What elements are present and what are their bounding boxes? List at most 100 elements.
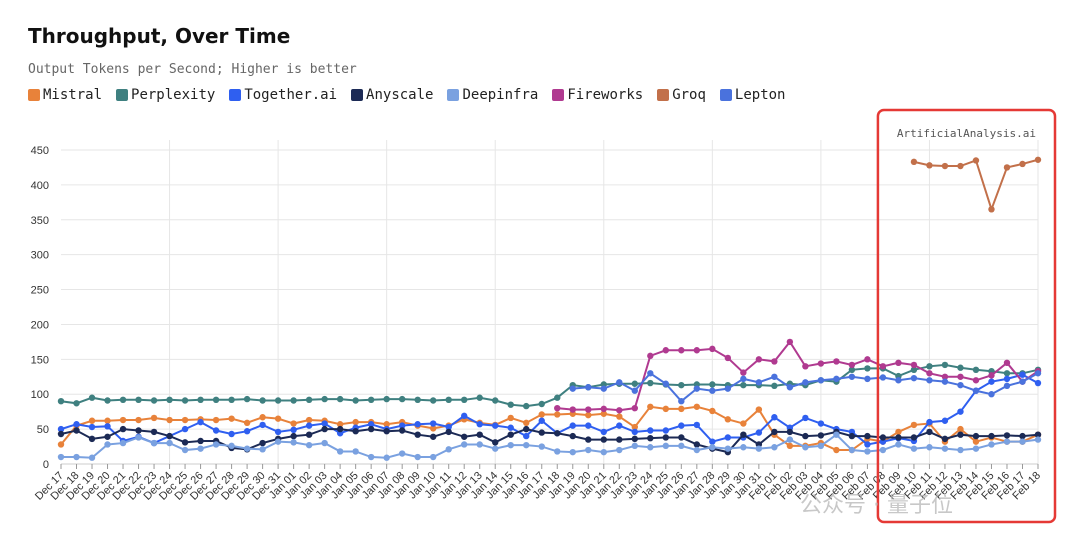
data-point: [1003, 359, 1011, 367]
data-point: [693, 441, 701, 448]
data-point: [429, 397, 437, 404]
data-point: [957, 408, 964, 415]
data-point: [771, 414, 778, 421]
data-point: [740, 381, 747, 389]
data-point: [662, 442, 670, 450]
data-point: [1034, 370, 1042, 377]
data-point: [678, 405, 685, 413]
data-point: [135, 427, 142, 434]
data-point: [259, 439, 266, 447]
data-point: [259, 421, 266, 429]
legend-swatch: [116, 89, 129, 101]
data-point: [150, 428, 158, 436]
legend-label: Fireworks: [567, 87, 644, 103]
data-point: [554, 448, 561, 455]
data-point: [817, 432, 825, 439]
data-point: [57, 430, 65, 438]
data-point: [755, 429, 763, 436]
data-point: [429, 433, 437, 440]
data-point: [647, 434, 654, 442]
data-point: [771, 373, 778, 380]
data-point: [398, 450, 406, 457]
data-point: [414, 421, 421, 428]
data-point: [150, 397, 158, 404]
series-line-mistral: [60, 405, 1039, 452]
data-point: [848, 446, 856, 454]
data-point: [181, 446, 189, 454]
data-point: [647, 403, 654, 410]
data-point: [678, 442, 685, 450]
data-point: [476, 431, 483, 438]
data-point: [243, 419, 251, 427]
data-point: [864, 365, 871, 372]
data-point: [461, 433, 468, 440]
data-point: [398, 395, 406, 403]
data-point: [957, 162, 964, 170]
legend-item[interactable]: Perplexity: [116, 87, 215, 103]
data-point: [1003, 370, 1011, 377]
data-point: [336, 448, 344, 455]
data-point: [119, 425, 127, 433]
data-point: [383, 428, 390, 435]
data-point: [724, 354, 732, 362]
data-point: [492, 422, 499, 429]
data-point: [321, 420, 328, 427]
data-point: [569, 422, 576, 429]
data-point: [104, 423, 111, 430]
data-point: [1003, 375, 1011, 383]
data-point: [693, 385, 701, 392]
data-point: [926, 418, 933, 426]
legend-item[interactable]: Mistral: [28, 87, 102, 103]
data-point: [181, 425, 189, 433]
data-point: [895, 428, 902, 436]
data-point: [243, 428, 251, 435]
data-point: [600, 410, 607, 417]
data-point: [57, 425, 65, 433]
data-point: [864, 441, 871, 448]
data-point: [771, 358, 778, 365]
data-point: [972, 157, 980, 164]
data-point: [647, 444, 654, 451]
data-point: [119, 396, 127, 404]
legend-item[interactable]: Anyscale: [351, 87, 433, 103]
data-point: [445, 428, 452, 436]
data-point: [755, 406, 763, 413]
data-point: [771, 382, 778, 390]
data-point: [166, 439, 173, 447]
data-point: [755, 379, 763, 386]
data-point: [678, 422, 685, 429]
data-point: [662, 434, 670, 441]
data-point: [336, 425, 344, 433]
data-point: [321, 439, 328, 447]
data-point: [88, 394, 96, 401]
legend-item[interactable]: Fireworks: [552, 87, 643, 103]
data-point: [616, 446, 623, 454]
legend-item[interactable]: Groq: [657, 87, 706, 103]
data-point: [926, 370, 933, 377]
data-point: [398, 422, 406, 429]
data-point: [585, 411, 592, 419]
data-point: [662, 405, 670, 413]
data-point: [1019, 371, 1026, 378]
data-point: [166, 396, 173, 404]
data-point: [507, 424, 514, 431]
data-point: [585, 406, 592, 413]
data-point: [972, 387, 980, 394]
overlay-watermark: 公众号 · 量子位: [800, 493, 953, 518]
data-point: [895, 441, 902, 448]
data-point: [817, 360, 825, 367]
legend-item[interactable]: Deepinfra: [447, 87, 538, 103]
chart-subtitle: Output Tokens per Second; Higher is bett…: [28, 62, 357, 77]
data-point: [274, 397, 282, 404]
legend-item[interactable]: Lepton: [719, 87, 785, 103]
data-point: [957, 431, 964, 438]
legend-item[interactable]: Together.ai: [229, 87, 337, 103]
data-point: [662, 427, 670, 434]
data-point: [429, 425, 437, 432]
data-point: [957, 373, 964, 380]
data-point: [662, 347, 670, 354]
data-point: [461, 441, 468, 448]
data-point: [305, 396, 313, 404]
data-point: [910, 366, 918, 373]
data-point: [383, 421, 390, 428]
